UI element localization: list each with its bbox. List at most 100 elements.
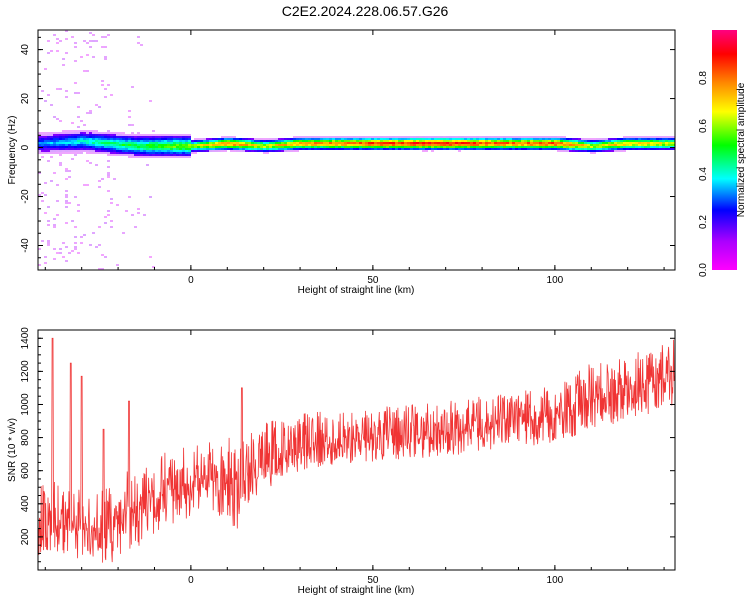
spectrogram-cell bbox=[494, 142, 497, 144]
spectrogram-cell bbox=[71, 122, 74, 124]
spectrogram-cell bbox=[533, 138, 536, 140]
spectrogram-cell bbox=[500, 138, 503, 140]
spectrogram-cell bbox=[629, 136, 632, 138]
spectrogram-cell bbox=[89, 140, 92, 142]
spectrogram-cell bbox=[134, 140, 137, 142]
spectrogram-cell bbox=[245, 144, 248, 146]
spectrogram-cell bbox=[332, 138, 335, 140]
spectrogram-cell bbox=[113, 146, 116, 148]
spectrogram-cell bbox=[230, 140, 233, 142]
spectrogram-cell bbox=[167, 136, 170, 138]
spectrogram-cell bbox=[209, 144, 212, 146]
spectrogram-cell bbox=[470, 138, 473, 140]
colorbar-tick-label: 0.0 bbox=[698, 263, 709, 277]
spectrogram-cell bbox=[290, 144, 293, 146]
spectrogram-cell bbox=[44, 138, 47, 140]
spectrogram-cell bbox=[65, 132, 68, 134]
spectrogram-cell bbox=[80, 144, 83, 146]
spectrogram-cell bbox=[572, 146, 575, 148]
spectrogram-cell bbox=[44, 100, 47, 102]
spectrogram-cell bbox=[278, 146, 281, 148]
spectrogram-cell bbox=[116, 150, 119, 152]
y-tick-label: 40 bbox=[20, 44, 31, 56]
spectrogram-cell bbox=[440, 142, 443, 144]
spectrogram-cell bbox=[404, 144, 407, 146]
spectrogram-cell bbox=[308, 138, 311, 140]
spectrogram-cell bbox=[41, 146, 44, 148]
spectrogram-cell bbox=[530, 142, 533, 144]
spectrogram-cell bbox=[140, 148, 143, 150]
spectrogram-cell bbox=[539, 140, 542, 142]
spectrogram-cell bbox=[347, 138, 350, 140]
spectrogram-cell bbox=[86, 130, 89, 132]
spectrogram-cell bbox=[611, 140, 614, 142]
spectrogram-cell bbox=[305, 142, 308, 144]
spectrogram-cell bbox=[248, 142, 251, 144]
spectrogram-cell bbox=[272, 148, 275, 150]
spectrogram-cell bbox=[488, 138, 491, 140]
spectrogram-cell bbox=[317, 148, 320, 150]
spectrogram-cell bbox=[635, 138, 638, 140]
spectrogram-cell bbox=[80, 138, 83, 140]
spectrogram-cell bbox=[569, 138, 572, 140]
spectrogram-cell bbox=[398, 148, 401, 150]
spectrogram-cell bbox=[632, 146, 635, 148]
spectrogram-cell bbox=[425, 138, 428, 140]
spectrogram-cell bbox=[44, 148, 47, 150]
spectrogram-cell bbox=[41, 134, 44, 136]
spectrogram-cell bbox=[308, 148, 311, 150]
spectrogram-cell bbox=[77, 116, 80, 118]
spectrogram-cell bbox=[590, 140, 593, 142]
spectrogram-cell bbox=[98, 138, 101, 140]
spectrogram-cell bbox=[527, 140, 530, 142]
spectrogram-cell bbox=[212, 142, 215, 144]
spectrogram-cell bbox=[257, 142, 260, 144]
spectrogram-cell bbox=[38, 152, 41, 154]
spectrogram-cell bbox=[563, 144, 566, 146]
spectrogram-cell bbox=[623, 140, 626, 142]
spectrogram-cell bbox=[632, 140, 635, 142]
spectrogram-cell bbox=[110, 220, 113, 222]
spectrogram-cell bbox=[224, 140, 227, 142]
spectrogram-cell bbox=[149, 148, 152, 150]
spectrogram-cell bbox=[671, 148, 674, 150]
spectrogram-cell bbox=[164, 134, 167, 136]
spectrogram-cell bbox=[104, 134, 107, 136]
spectrogram-cell bbox=[104, 142, 107, 144]
spectrogram-cell bbox=[74, 136, 77, 138]
spectrogram-cell bbox=[92, 150, 95, 152]
spectrogram-cell bbox=[152, 138, 155, 140]
spectrogram-x-label: Height of straight line (km) bbox=[298, 285, 415, 296]
spectrogram-cell bbox=[56, 252, 59, 254]
spectrogram-cell bbox=[47, 160, 50, 162]
spectrogram-cell bbox=[644, 146, 647, 148]
spectrogram-cell bbox=[149, 144, 152, 146]
spectrogram-cell bbox=[155, 154, 158, 156]
spectrogram-cell bbox=[545, 142, 548, 144]
spectrogram-cell bbox=[59, 88, 62, 90]
spectrogram-cell bbox=[587, 148, 590, 150]
spectrogram-cell bbox=[554, 140, 557, 142]
spectrogram-cell bbox=[95, 134, 98, 136]
spectrogram-cell bbox=[638, 140, 641, 142]
spectrogram-cell bbox=[56, 134, 59, 136]
spectrogram-cell bbox=[38, 264, 41, 266]
spectrogram-cell bbox=[494, 148, 497, 150]
spectrogram-cell bbox=[59, 40, 62, 42]
spectrogram-cell bbox=[275, 148, 278, 150]
spectrogram-cell bbox=[83, 70, 86, 72]
spectrogram-cell bbox=[104, 138, 107, 140]
spectrogram-cell bbox=[182, 136, 185, 138]
spectrogram-cell bbox=[122, 232, 125, 234]
spectrogram-cell bbox=[188, 156, 191, 158]
spectrogram-cell bbox=[242, 146, 245, 148]
spectrogram-cell bbox=[416, 148, 419, 150]
spectrogram-cell bbox=[338, 148, 341, 150]
spectrogram-cell bbox=[332, 142, 335, 144]
spectrogram-cells bbox=[38, 30, 675, 270]
spectrogram-cell bbox=[194, 142, 197, 144]
spectrogram-cell bbox=[119, 132, 122, 134]
spectrogram-cell bbox=[56, 118, 59, 120]
spectrogram-cell bbox=[128, 150, 131, 152]
spectrogram-cell bbox=[287, 146, 290, 148]
